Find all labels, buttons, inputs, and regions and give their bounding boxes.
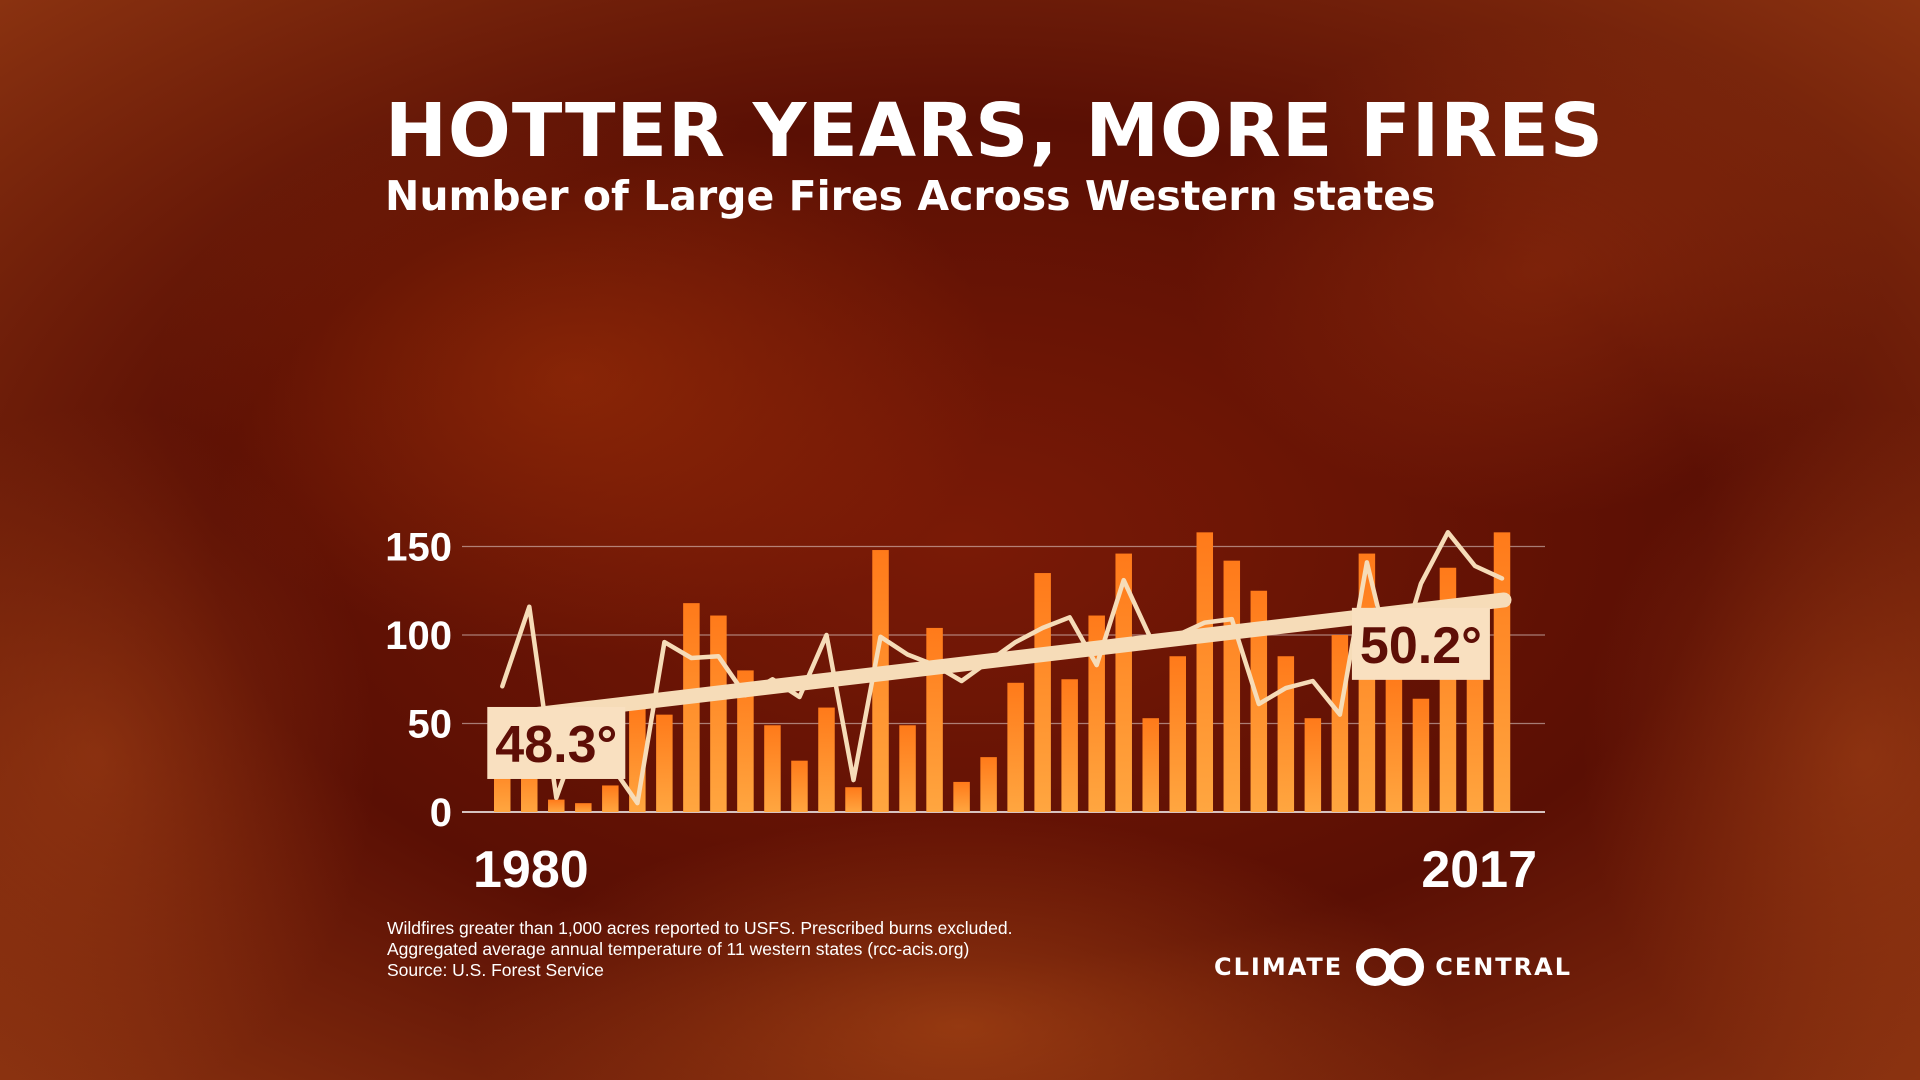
bar [764,725,781,812]
climate-central-logo: CLIMATE CENTRAL [1214,945,1572,989]
bar [1385,677,1403,812]
bar [1142,718,1159,812]
y-tick-label: 100 [385,614,452,658]
bar [737,670,754,812]
temperature-label-box [1351,607,1490,680]
bar [1304,718,1322,812]
footnote-line: Wildfires greater than 1,000 acres repor… [387,918,1013,938]
bar [710,615,727,812]
bar [845,787,862,812]
bar [656,714,673,812]
bar [1412,698,1430,812]
bar [980,757,997,812]
brand-text-left: CLIMATE [1214,953,1344,981]
footnote-line: Aggregated average annual temperature of… [387,939,970,959]
y-tick-label: 0 [430,791,452,835]
bar [953,781,970,812]
bar [1088,615,1105,812]
bar [1007,682,1024,812]
bar [602,785,619,812]
bar [791,760,808,812]
chart-subtitle: Number of Large Fires Across Western sta… [385,172,1436,220]
bar [1169,656,1186,812]
temperature-line [500,530,1505,806]
bar [1331,635,1349,812]
temperature-label: 50.2° [1360,617,1482,675]
bar [899,725,916,812]
y-axis-ticks: 0 50 100 150 [385,526,452,836]
trend-line [490,592,1512,727]
bar [1115,553,1132,812]
bar [1277,656,1295,812]
y-tick-label: 150 [385,526,452,570]
bar [683,603,700,812]
bar [1223,560,1241,812]
interlocking-rings-icon [1356,948,1425,986]
temperature-labels: 48.3° 50.2° [487,607,1490,779]
bar [548,799,565,812]
bar [575,803,592,812]
bar [1061,679,1078,812]
y-tick-label: 50 [408,703,453,747]
bar [1034,573,1051,812]
bar [818,707,835,812]
bar [926,627,943,812]
x-axis-start-label: 1980 [473,841,589,899]
footnote-line: Source: U.S. Forest Service [387,960,604,980]
temperature-label-box [487,706,626,779]
temperature-line-group [500,530,1505,806]
brand-text-right: CENTRAL [1435,953,1573,981]
chart-title: HOTTER YEARS, MORE FIRES [385,88,1605,174]
temperature-label: 48.3° [495,716,617,774]
bar [1196,532,1214,812]
footnotes: Wildfires greater than 1,000 acres repor… [387,918,1012,981]
x-axis-end-label: 2017 [1421,841,1537,899]
trend-line-group [490,592,1512,727]
